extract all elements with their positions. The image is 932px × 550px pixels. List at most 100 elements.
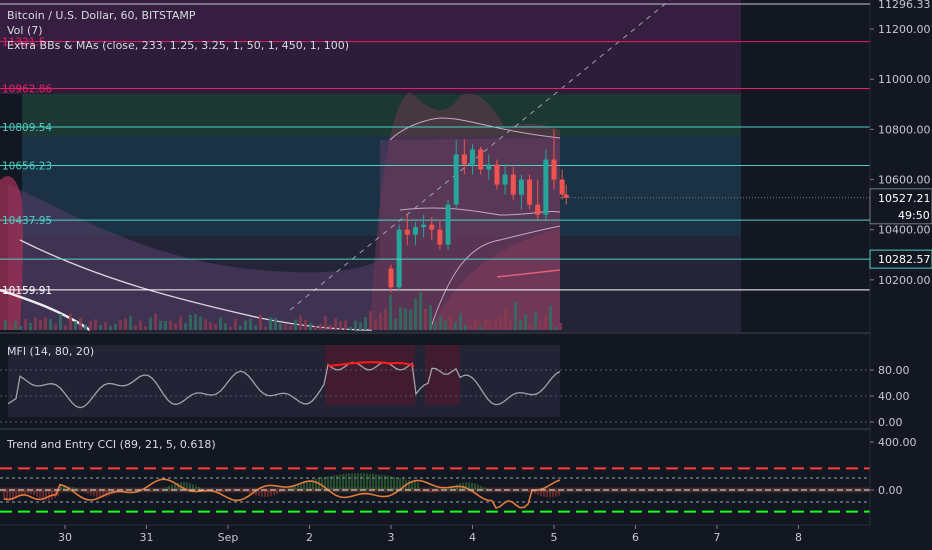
trend-line (289, 0, 671, 311)
candle-body (445, 204, 451, 245)
volume-bar (259, 314, 262, 330)
volume-bar (274, 317, 277, 330)
mfi-overbought-line (327, 361, 415, 368)
price-tick-label: 11000.00 (878, 73, 931, 86)
volume-bar (409, 309, 412, 330)
volume-bar (429, 305, 432, 330)
volume-bar (109, 325, 112, 330)
bar-countdown: 49:50 (898, 209, 930, 222)
volume-bar (234, 318, 237, 330)
symbol-title[interactable]: Bitcoin / U.S. Dollar, 60, BITSTAMP (7, 9, 196, 22)
volume-bar (314, 326, 317, 330)
volume-bar (54, 324, 57, 330)
volume-bar (439, 316, 442, 330)
volume-bar (59, 313, 62, 330)
time-tick-label: 4 (469, 531, 476, 544)
zone-top (0, 0, 741, 42)
main-legend: Bitcoin / U.S. Dollar, 60, BITSTAMP Vol … (7, 8, 349, 53)
upper-band-line (389, 117, 561, 141)
volume-bar (249, 318, 252, 330)
candle-body (486, 164, 492, 170)
time-tick-label: 2 (306, 531, 313, 544)
volume-bar (114, 323, 117, 330)
volume-bar (279, 323, 282, 330)
volume-bar (464, 324, 467, 330)
candles (388, 129, 569, 293)
volume-bar (299, 315, 302, 330)
upper-band-fill (370, 92, 560, 330)
last-price-badge (869, 188, 932, 225)
time-axis[interactable]: 30 31 Sep 2 3 4 5 6 7 8 (0, 524, 870, 550)
volume-bar (394, 318, 397, 330)
volume-bar (129, 316, 132, 330)
price-tick-label: 10600.00 (878, 174, 931, 187)
volume-bar (339, 321, 342, 330)
candle-body (510, 174, 516, 195)
time-tick-label: 3 (388, 531, 395, 544)
bbands-indicator-label[interactable]: Extra BBs & MAs (close, 233, 1.25, 3.25,… (7, 39, 349, 52)
volume-bar (254, 325, 257, 330)
candle-body (563, 194, 569, 198)
volume-bar (79, 317, 82, 330)
volume-bar (534, 312, 537, 330)
mfi-band (8, 345, 560, 417)
volume-bar (449, 316, 452, 330)
volume-bar (229, 326, 232, 330)
candle-body (543, 159, 549, 215)
volume-bar (124, 318, 127, 330)
left-band-fill (0, 176, 23, 330)
volume-bar (214, 323, 217, 330)
volume-bar (24, 318, 27, 330)
volume-bar (444, 320, 447, 330)
fib-label-0: 11321.5 (2, 37, 45, 49)
volume-bar (19, 325, 22, 330)
volume-bar (399, 307, 402, 330)
bollinger-bands (0, 0, 671, 332)
volume-bar (289, 325, 292, 330)
volume-bar (389, 294, 392, 330)
volume-bar (549, 305, 552, 330)
volume-bar (44, 317, 47, 330)
volume-bar (174, 323, 177, 330)
volume-bar (244, 320, 247, 330)
volume-bar (239, 325, 242, 330)
volume-bar (184, 323, 187, 330)
volume-bar (49, 319, 52, 330)
volume-bar (359, 322, 362, 330)
candle-body (470, 149, 475, 165)
volume-bar (434, 321, 437, 330)
volume-bar (294, 319, 297, 330)
slow-ma-line (19, 239, 373, 331)
candle-body (437, 229, 443, 245)
support-line (496, 269, 561, 278)
volume-bar (159, 320, 162, 330)
volume-bar (354, 320, 357, 330)
volume-bar (189, 314, 192, 330)
cci-indicator-label[interactable]: Trend and Entry CCI (89, 21, 5, 0.618) (7, 438, 216, 451)
volume-bar (344, 320, 347, 330)
cci-tick-label: 0.00 (878, 484, 903, 497)
volume-bar (224, 323, 227, 330)
mfi-tick-label: 80.00 (878, 364, 910, 377)
volume-bar (514, 301, 517, 330)
volume-bar (529, 323, 532, 330)
volume-bar (404, 308, 407, 330)
volume-bar (319, 323, 322, 330)
volume-bar (89, 320, 92, 330)
volume-bar (369, 311, 372, 330)
volume-bar (304, 320, 307, 330)
volume-bar (539, 321, 542, 330)
last-price-value: 10527.21 (878, 192, 931, 205)
cci-legend: Trend and Entry CCI (89, 21, 5, 0.618) (7, 437, 216, 452)
volume-bar (334, 318, 337, 330)
volume-indicator-label[interactable]: Vol (7) (7, 24, 43, 37)
volume-bar (194, 314, 197, 330)
volume-bar (149, 317, 152, 330)
mfi-indicator-label[interactable]: MFI (14, 80, 20) (7, 345, 95, 358)
time-tick-label: 8 (795, 531, 802, 544)
volume-bar (374, 319, 377, 330)
volume-bar (379, 312, 382, 330)
volume-bar (219, 317, 222, 330)
